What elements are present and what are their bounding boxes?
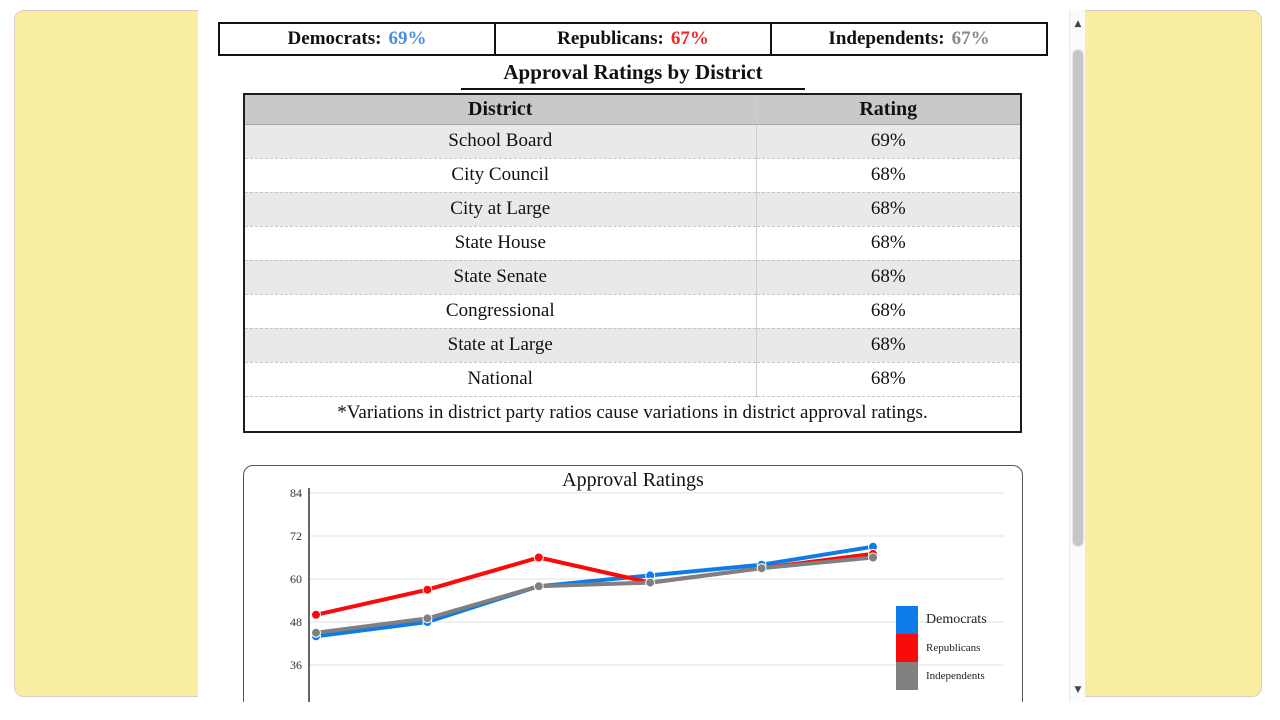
table-row: State House 68%: [244, 226, 1021, 261]
page-title: Approval Ratings by District: [461, 60, 805, 90]
table-row: State at Large 68%: [244, 328, 1021, 363]
y-axis-tick-label: 60: [290, 572, 302, 586]
vertical-scrollbar[interactable]: ▲ ▼: [1069, 10, 1085, 702]
line-chart-plot: 84 72 60 48 36: [290, 486, 1004, 702]
stat-label: Democrats:: [287, 28, 382, 49]
stat-value: 67%: [951, 28, 990, 49]
scroll-up-icon[interactable]: ▲: [1074, 19, 1082, 29]
chart-legend: Democrats Republicans Independents: [896, 606, 987, 690]
legend-label: Republicans: [926, 642, 981, 654]
stat-label: Independents:: [828, 28, 945, 49]
legend-item-republicans: Republicans: [896, 634, 987, 662]
district-cell: Congressional: [244, 294, 757, 329]
table-row: Congressional 68%: [244, 294, 1021, 329]
y-axis-tick-label: 84: [290, 486, 302, 500]
table-footnote-row: *Variations in district party ratios cau…: [244, 396, 1021, 432]
rating-cell: 68%: [756, 328, 1021, 363]
table-row: City Council 68%: [244, 158, 1021, 193]
stat-democrats: Democrats: 69%: [218, 22, 496, 56]
data-point-independents: [868, 552, 878, 563]
table-row: City at Large 68%: [244, 192, 1021, 227]
legend-label: Democrats: [926, 612, 987, 627]
y-axis-tick-label: 36: [290, 658, 302, 672]
stat-independents: Independents: 67%: [770, 22, 1048, 56]
series-line-independents: [314, 555, 875, 635]
district-cell: City at Large: [244, 192, 757, 227]
data-point-independents: [311, 627, 321, 638]
y-axis-tick-label: 72: [290, 529, 302, 543]
column-header-district: District: [244, 94, 757, 125]
table-row: State Senate 68%: [244, 260, 1021, 295]
rating-cell: 68%: [756, 294, 1021, 329]
data-point-independents: [756, 563, 767, 574]
legend-swatch-icon: [896, 634, 918, 662]
district-cell: School Board: [244, 124, 757, 159]
approval-ratings-table: District Rating School Board 69% City Co…: [243, 93, 1022, 433]
district-cell: State at Large: [244, 328, 757, 363]
legend-swatch-icon: [896, 606, 918, 634]
table-footnote: *Variations in district party ratios cau…: [244, 396, 1021, 432]
legend-label: Independents: [926, 670, 985, 682]
legend-swatch-icon: [896, 662, 918, 690]
series-line-democrats: [314, 544, 875, 639]
rating-cell: 68%: [756, 226, 1021, 261]
scroll-down-icon[interactable]: ▼: [1074, 685, 1082, 695]
scrollbar-thumb[interactable]: [1073, 50, 1083, 546]
party-stats-row: Democrats: 69% Republicans: 67% Independ…: [218, 22, 1048, 56]
legend-item-independents: Independents: [896, 662, 987, 690]
approval-ratings-chart: 84 72 60 48 36 Approval Ratings Democrats Re…: [243, 465, 1023, 702]
table-header-row: District Rating: [244, 94, 1021, 125]
stat-value: 67%: [670, 28, 709, 49]
district-cell: City Council: [244, 158, 757, 193]
rating-cell: 68%: [756, 158, 1021, 193]
section-title-wrap: Approval Ratings by District: [198, 60, 1068, 90]
legend-item-democrats: Democrats: [896, 606, 987, 634]
stat-value: 69%: [388, 28, 427, 49]
column-header-rating: Rating: [756, 94, 1021, 125]
rating-cell: 68%: [756, 260, 1021, 295]
stat-label: Republicans:: [557, 28, 664, 49]
data-point-republicans: [422, 584, 433, 595]
district-cell: State Senate: [244, 260, 757, 295]
rating-cell: 69%: [756, 124, 1021, 159]
rating-cell: 68%: [756, 192, 1021, 227]
table-row: National 68%: [244, 362, 1021, 397]
content-panel: Democrats: 69% Republicans: 67% Independ…: [198, 10, 1085, 702]
district-cell: National: [244, 362, 757, 397]
data-point-independents: [422, 613, 433, 624]
data-point-independents: [645, 577, 656, 588]
data-point-republicans: [533, 552, 544, 563]
district-cell: State House: [244, 226, 757, 261]
table-row: School Board 69%: [244, 124, 1021, 159]
stat-republicans: Republicans: 67%: [494, 22, 772, 56]
rating-cell: 68%: [756, 362, 1021, 397]
chart-title: Approval Ratings: [562, 469, 704, 491]
data-point-independents: [533, 581, 544, 592]
data-point-republicans: [311, 609, 321, 620]
y-axis-tick-label: 48: [290, 615, 302, 629]
